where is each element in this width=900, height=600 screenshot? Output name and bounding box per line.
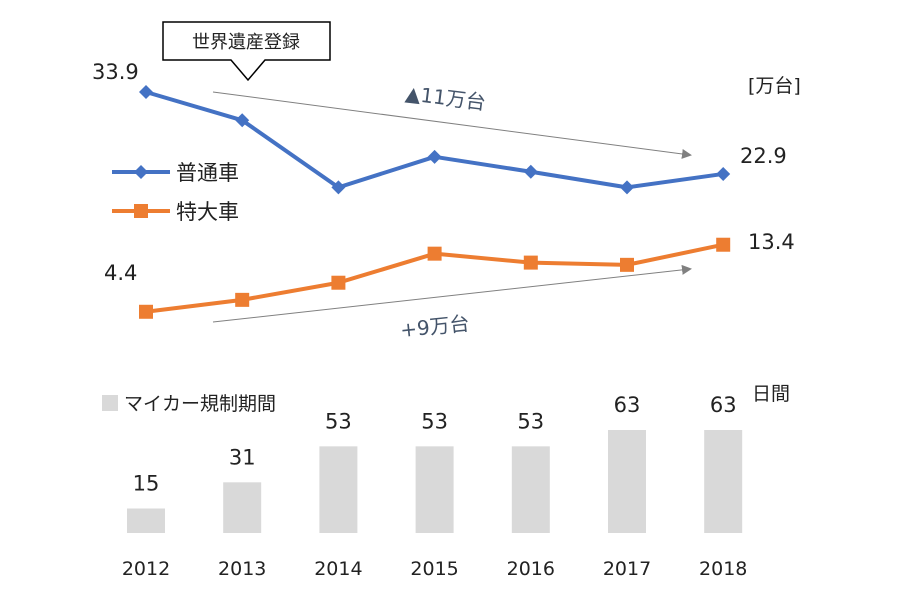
point-普通車-2015 [427,149,442,164]
legend-marker-1 [134,204,148,218]
legend-label-1: 特大車 [176,200,239,224]
point-普通車-2012 [139,85,153,99]
bar-2012 [127,508,165,533]
point-特大車-2013 [235,292,250,307]
point-普通車-2013 [235,113,250,128]
label-first-0: 33.9 [92,60,139,84]
bar-value-label: 63 [614,393,641,417]
bar-legend-label: マイカー規制期間 [124,393,276,415]
point-普通車-2016 [523,164,538,179]
bar-value-label: 53 [421,409,448,433]
point-特大車-2017 [620,257,634,272]
bar-2018 [704,430,743,533]
legend-label-0: 普通車 [176,161,239,185]
bar-2013 [223,482,262,533]
bar-2014 [319,446,358,533]
label-last-1: 13.4 [748,230,795,254]
x-tick-label: 2018 [699,558,747,580]
legend-marker-0 [134,165,148,179]
label-last-0: 22.9 [740,144,787,168]
bar-2016 [511,446,550,533]
bar-unit-label: 日間 [752,383,790,405]
bar-2015 [415,446,454,533]
point-特大車-2012 [139,304,153,319]
point-特大車-2018 [716,237,731,252]
callout-box [162,21,331,82]
bar-legend-swatch [102,395,118,411]
x-tick-label: 2016 [507,558,555,580]
point-特大車-2015 [427,246,442,261]
bar-value-label: 15 [133,471,160,495]
x-tick-label: 2015 [410,558,458,580]
bar-2017 [608,430,646,533]
point-普通車-2014 [331,180,346,195]
bar-value-label: 53 [325,409,352,433]
trend-down-arrow [212,91,692,159]
callout-label: 世界遺産登録 [192,32,300,53]
x-tick-label: 2017 [603,558,651,580]
point-普通車-2018 [716,166,731,181]
trend-down-label: ▲11万台 [404,81,487,115]
trend-up-arrow [212,264,692,323]
bar-value-label: 63 [710,393,737,417]
x-tick-label: 2014 [314,558,362,580]
bar-value-label: 53 [517,409,544,433]
point-普通車-2017 [620,180,634,195]
bar-value-label: 31 [229,445,256,469]
point-特大車-2014 [331,275,346,290]
x-tick-label: 2012 [122,558,170,580]
trend-up-label: +9万台 [399,311,471,342]
label-first-1: 4.4 [104,261,137,285]
x-tick-label: 2013 [218,558,266,580]
unit-label: [万台] [748,75,801,97]
point-特大車-2016 [523,255,538,270]
